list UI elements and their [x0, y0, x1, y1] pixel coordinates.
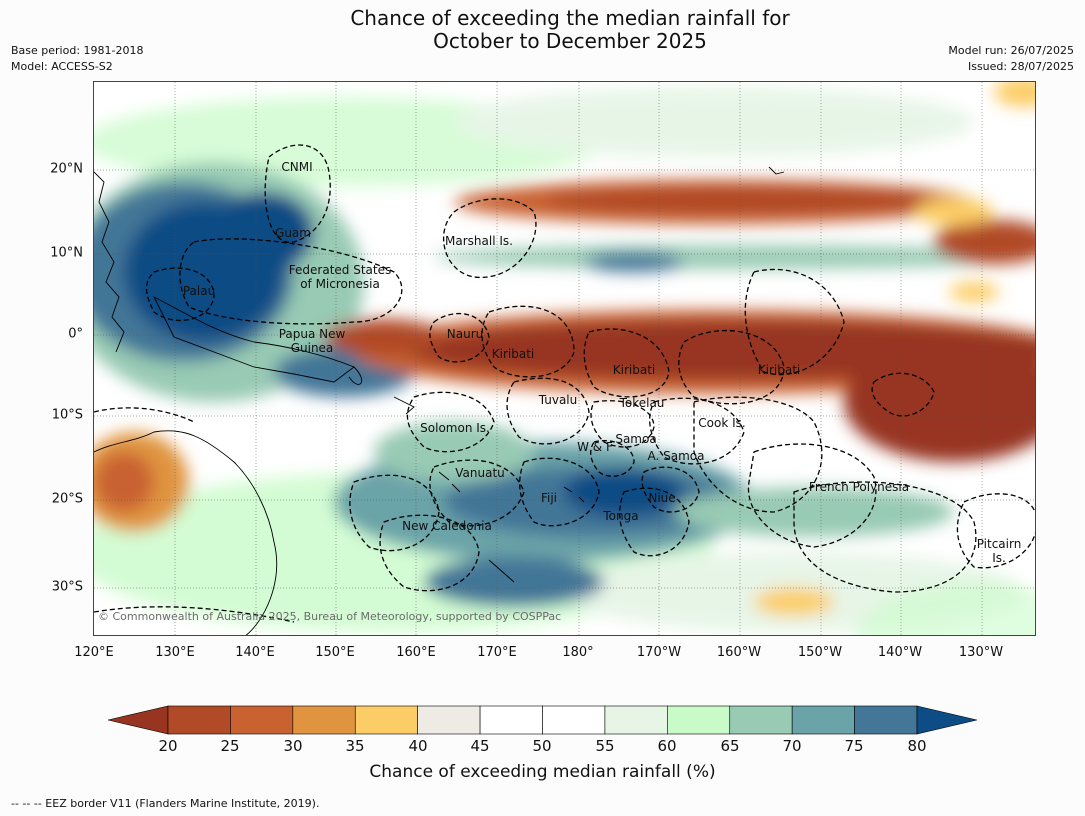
label-cnmi: CNMI	[281, 160, 313, 174]
colorbar-segment-9	[667, 705, 731, 735]
colorbar-tick-20: 20	[158, 737, 178, 755]
lon-tick-120e: 120°E	[74, 645, 114, 660]
lon-tick-140e: 140°E	[235, 645, 275, 660]
label-samoa: Samoa	[615, 432, 657, 446]
title-line-1: Chance of exceeding the median rainfall …	[350, 6, 790, 30]
colorbar-segment-6	[479, 705, 543, 735]
label-french-polynesia: French Polynesia	[808, 480, 910, 494]
eez-footer-note: -- -- -- EEZ border V11 (Flanders Marine…	[11, 797, 320, 810]
lon-tick-130w: 130°W	[958, 645, 1004, 660]
label-tokelau: Tokelau	[619, 396, 665, 410]
map-title: Chance of exceeding the median rainfall …	[0, 7, 1085, 53]
label-marshall-islands: Marshall Is.	[445, 234, 513, 248]
label-new-caledonia: New Caledonia	[402, 519, 492, 533]
colorbar-segment-4	[354, 705, 418, 735]
colorbar-segment-2	[230, 705, 294, 735]
meta-left: Base period: 1981-2018 Model: ACCESS-S2	[11, 43, 143, 75]
colorbar-segment-5	[417, 705, 481, 735]
colorbar-segment-11	[791, 705, 855, 735]
label-papua-new-guinea: Papua New Guinea	[278, 327, 346, 355]
lon-tick-170w: 170°W	[636, 645, 682, 660]
label-niue: Niue	[648, 491, 676, 505]
colorbar-tick-35: 35	[345, 737, 365, 755]
colorbar-tick-40: 40	[408, 737, 428, 755]
base-period: Base period: 1981-2018	[11, 44, 144, 57]
colorbar-segment-12	[854, 705, 918, 735]
colorbar-tick-50: 50	[532, 737, 552, 755]
lon-tick-130e: 130°E	[155, 645, 195, 660]
label-kiribati-central: Kiribati	[612, 363, 656, 377]
label-vanuatu: Vanuatu	[455, 466, 505, 480]
rainfall-map: CNMI Guam Marshall Is. Federated States …	[93, 81, 1036, 636]
model-name: Model: ACCESS-S2	[11, 60, 113, 73]
map-canvas	[94, 82, 1035, 635]
colorbar-tick-65: 65	[720, 737, 740, 755]
model-run: Model run: 26/07/2025	[948, 44, 1074, 57]
colorbar-tick-60: 60	[657, 737, 677, 755]
label-guam: Guam	[275, 226, 311, 240]
graticule	[94, 82, 1035, 635]
label-kiribati-east: Kiribati	[757, 363, 801, 377]
lat-tick-20n: 20°N	[50, 161, 83, 177]
copyright-notice: © Commonwealth of Australia 2025, Bureau…	[98, 610, 562, 623]
lat-tick-10n: 10°N	[50, 245, 83, 261]
colorbar-tick-70: 70	[782, 737, 802, 755]
label-tuvalu: Tuvalu	[538, 393, 578, 407]
lon-tick-150w: 150°W	[797, 645, 843, 660]
label-solomon-islands: Solomon Is.	[420, 421, 490, 435]
lat-tick-20s: 20°S	[51, 491, 83, 507]
colorbar-tick-55: 55	[595, 737, 615, 755]
lat-tick-10s: 10°S	[51, 407, 83, 423]
lat-tick-30s: 30°S	[51, 579, 83, 595]
colorbar-segment-8	[604, 705, 668, 735]
colorbar-tick-80: 80	[907, 737, 927, 755]
eez-borders	[94, 144, 1035, 623]
label-cook-islands: Cook Is.	[698, 416, 746, 430]
colorbar	[108, 705, 978, 735]
label-american-samoa: A. Samoa	[647, 449, 705, 463]
lon-tick-140w: 140°W	[877, 645, 923, 660]
colorbar-extend-high	[916, 705, 978, 735]
lon-tick-150e: 150°E	[315, 645, 355, 660]
lon-tick-160w: 160°W	[716, 645, 762, 660]
label-nauru: Nauru	[446, 327, 484, 341]
colorbar-segment-3	[292, 705, 356, 735]
label-kiribati-west: Kiribati	[491, 347, 535, 361]
probability-field	[94, 82, 1035, 635]
colorbar-segment-1	[167, 705, 231, 735]
colorbar-tick-30: 30	[283, 737, 303, 755]
lat-tick-0: 0°	[68, 326, 83, 342]
meta-right: Model run: 26/07/2025 Issued: 28/07/2025	[948, 43, 1074, 75]
colorbar-tick-75: 75	[844, 737, 864, 755]
colorbar-extend-low	[108, 705, 169, 735]
colorbar-label: Chance of exceeding median rainfall (%)	[369, 762, 716, 782]
colorbar-tick-25: 25	[220, 737, 240, 755]
label-fiji: Fiji	[540, 491, 558, 505]
coastlines	[94, 166, 785, 635]
label-federated-states-of-micronesia: Federated States of Micronesia	[288, 263, 392, 291]
lon-tick-160e: 160°E	[396, 645, 436, 660]
title-line-2: October to December 2025	[433, 29, 707, 53]
label-pitcairn-islands: Pitcairn Is.	[976, 537, 1022, 565]
label-wallis-and-futuna: W & F	[577, 440, 613, 454]
colorbar-tick-45: 45	[470, 737, 490, 755]
issued-date: Issued: 28/07/2025	[967, 60, 1074, 73]
label-tonga: Tonga	[603, 509, 639, 523]
lon-tick-170e: 170°E	[477, 645, 517, 660]
lon-tick-180: 180°	[562, 645, 594, 660]
colorbar-segment-10	[729, 705, 793, 735]
label-palau: Palau	[182, 284, 216, 298]
colorbar-segment-7	[542, 705, 606, 735]
